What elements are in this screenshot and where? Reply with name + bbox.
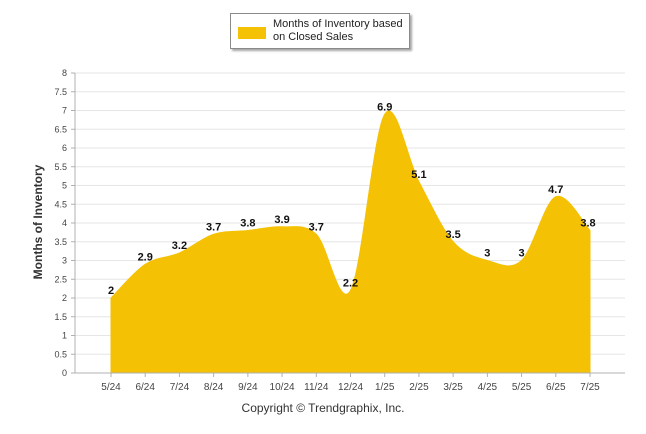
legend: Months of Inventory based on Closed Sale… <box>230 13 410 49</box>
data-label: 3.2 <box>172 240 187 252</box>
x-tick-label: 6/25 <box>546 382 566 393</box>
y-tick-label: 7.5 <box>54 87 67 97</box>
x-tick-label: 2/25 <box>409 382 429 393</box>
y-tick-label: 1.5 <box>54 312 67 322</box>
data-label: 2.2 <box>343 278 358 290</box>
x-axis-ticks: 5/24 6/24 7/24 8/24 9/24 10/24 11/24 12/24 1/25 2… <box>101 373 600 393</box>
legend-label: Months of Inventory based on Closed Sale… <box>273 18 403 43</box>
data-label: 3.7 <box>206 221 221 233</box>
data-label: 3.9 <box>274 214 289 226</box>
y-tick-label: 3.5 <box>54 237 67 247</box>
y-tick-label: 8 <box>62 68 67 78</box>
data-label: 3.8 <box>240 218 255 230</box>
x-tick-label: 7/25 <box>580 382 600 393</box>
data-label: 3.8 <box>580 218 595 230</box>
x-tick-label: 1/25 <box>375 382 395 393</box>
data-label: 3 <box>519 248 525 260</box>
x-tick-label: 5/25 <box>512 382 532 393</box>
y-tick-label: 0 <box>62 368 67 378</box>
data-label: 3.7 <box>309 221 324 233</box>
y-tick-label: 7 <box>62 106 67 116</box>
x-tick-label: 11/24 <box>304 382 329 393</box>
y-tick-label: 5 <box>62 181 67 191</box>
series-area-path <box>110 110 591 374</box>
x-tick-label: 6/24 <box>135 382 155 393</box>
y-axis-label: Months of Inventory <box>31 164 45 279</box>
x-tick-label: 8/24 <box>204 382 224 393</box>
data-label: 6.9 <box>377 101 392 113</box>
y-tick-label: 4 <box>62 218 67 228</box>
data-label: 3 <box>484 248 490 260</box>
data-label: 3.5 <box>445 229 460 241</box>
y-tick-label: 6 <box>62 143 67 153</box>
y-tick-label: 2.5 <box>54 274 67 284</box>
x-tick-label: 12/24 <box>338 382 363 393</box>
y-tick-label: 5.5 <box>54 162 67 172</box>
copyright-text: Copyright © Trendgraphix, Inc. <box>241 401 405 415</box>
x-tick-label: 10/24 <box>270 382 295 393</box>
x-tick-label: 4/25 <box>478 382 498 393</box>
y-tick-label: 6.5 <box>54 124 67 134</box>
legend-swatch <box>238 27 266 39</box>
y-tick-label: 0.5 <box>54 349 67 359</box>
x-tick-label: 7/24 <box>170 382 190 393</box>
y-tick-label: 4.5 <box>54 199 67 209</box>
x-tick-label: 9/24 <box>238 382 258 393</box>
y-tick-label: 2 <box>62 293 67 303</box>
x-tick-label: 3/25 <box>443 382 463 393</box>
data-label: 2.9 <box>138 251 153 263</box>
y-tick-label: 3 <box>62 256 67 266</box>
y-axis-ticks: 0 0.5 1 1.5 2 2.5 3 3.5 4 4.5 5 5.5 6 6.5 7 7.5 8 <box>54 68 75 378</box>
y-tick-label: 1 <box>62 331 67 341</box>
x-tick-label: 5/24 <box>101 382 121 393</box>
data-labels: 2 2.9 3.2 3.7 3.8 3.9 3.7 2.2 6.9 5.1 3.5 3 3 4.7 3.8 <box>108 101 596 297</box>
data-label: 2 <box>108 285 114 297</box>
data-label: 5.1 <box>411 169 426 181</box>
data-label: 4.7 <box>548 184 563 196</box>
series-area <box>110 110 591 374</box>
